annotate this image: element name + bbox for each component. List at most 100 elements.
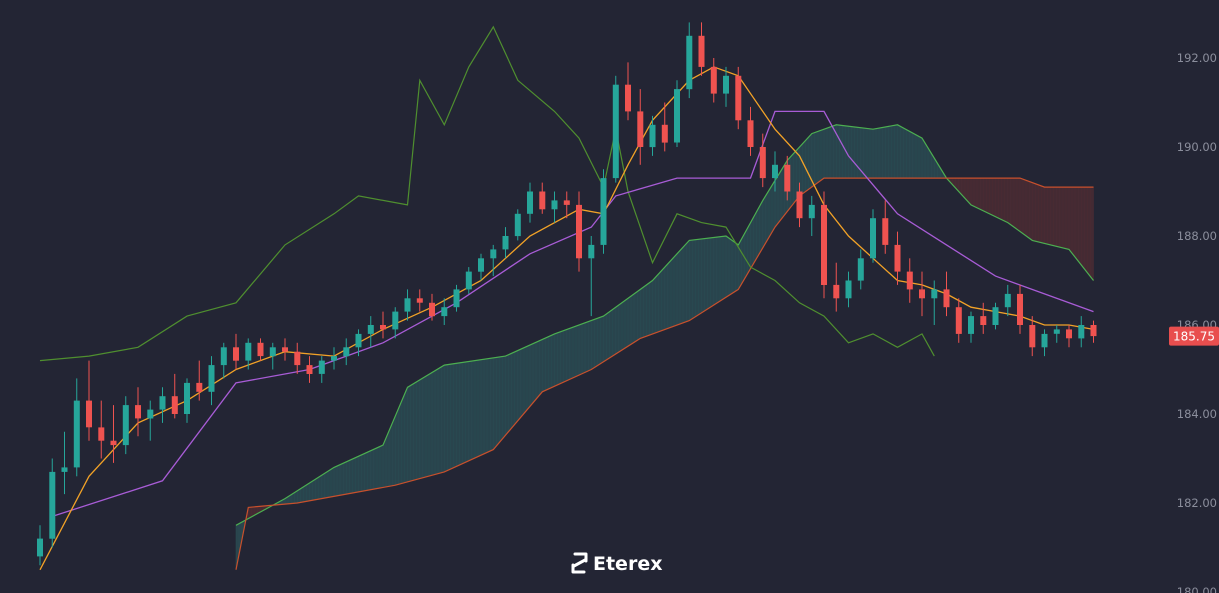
- candle-body: [735, 75, 742, 121]
- cloud-segment: [1090, 186, 1094, 282]
- cloud-segment: [1019, 177, 1024, 235]
- candle: [857, 249, 864, 290]
- cloud-segment: [1050, 186, 1054, 246]
- last-price-tag: 185.75: [1169, 326, 1219, 346]
- candle: [465, 267, 472, 294]
- candle-body: [931, 289, 938, 299]
- candle: [392, 307, 399, 339]
- candle: [955, 298, 962, 343]
- cloud-segment: [1010, 177, 1015, 228]
- candle-body: [1029, 325, 1036, 348]
- cloud-segment: [701, 238, 705, 314]
- candle: [294, 342, 301, 374]
- candle: [588, 236, 595, 317]
- candle-body: [1004, 293, 1011, 308]
- candle: [61, 431, 68, 495]
- cloud-segment: [1047, 186, 1051, 246]
- candle: [759, 133, 766, 188]
- cloud-segment: [1062, 186, 1067, 249]
- candle: [808, 195, 815, 236]
- candle: [919, 271, 925, 317]
- cloud-segment: [829, 125, 834, 179]
- cloud-segment: [578, 323, 583, 376]
- cloud-segment: [973, 177, 978, 209]
- senkou-span-a-line: [235, 124, 1094, 526]
- cloud-segment: [848, 125, 852, 179]
- candle-body: [478, 258, 484, 272]
- cloud-segment: [397, 401, 402, 485]
- cloud-segment: [303, 484, 307, 503]
- cloud-segment: [982, 177, 987, 213]
- candle-body: [637, 111, 644, 147]
- last-price-tag-background: [1169, 326, 1219, 346]
- candle-body: [796, 191, 803, 219]
- cloud-segment: [529, 343, 534, 408]
- candle-body: [416, 298, 423, 303]
- cloud-segment: [713, 236, 718, 306]
- cloud-segment: [863, 127, 868, 179]
- cloud-segment: [976, 177, 981, 210]
- cloud-segment: [597, 316, 601, 367]
- candle-body: [245, 342, 252, 361]
- cloud-segment: [906, 129, 911, 179]
- cloud-segment: [1068, 186, 1073, 255]
- cloud-segment: [872, 128, 877, 179]
- cloud-segment: [514, 350, 519, 426]
- candle: [612, 75, 619, 183]
- cloud-segment: [1035, 183, 1039, 243]
- cloud-segment: [823, 127, 828, 179]
- cloud-segment: [1004, 177, 1009, 224]
- cloud-segment: [336, 464, 341, 497]
- cloud-segment: [624, 297, 629, 349]
- cloud-segment: [352, 457, 356, 494]
- cloud-segment: [587, 320, 592, 372]
- cloud-segment: [695, 238, 699, 318]
- candle: [1053, 325, 1060, 343]
- candle: [478, 253, 484, 281]
- cloud-segment: [581, 322, 586, 375]
- candle-body: [527, 191, 533, 214]
- cloud-segment: [486, 358, 491, 453]
- senkou-span-b-line: [235, 177, 1094, 570]
- cloud-segment: [842, 125, 846, 179]
- cloud-segment: [1028, 181, 1033, 241]
- cloud-segment: [603, 313, 607, 363]
- cloud-segment: [456, 362, 460, 467]
- cloud-segment: [897, 124, 901, 179]
- cloud-segment: [793, 149, 797, 205]
- candle-body: [821, 204, 827, 285]
- cloud-segment: [667, 259, 672, 329]
- cloud-segment: [532, 341, 537, 404]
- price-axis[interactable]: 192.00190.00188.00186.00184.00182.00180.…: [1177, 51, 1217, 593]
- candle: [625, 62, 631, 121]
- cloud-segment: [404, 387, 408, 484]
- candle: [821, 191, 827, 299]
- cloud-segment: [401, 394, 405, 484]
- candle-body: [61, 467, 68, 472]
- candle: [196, 360, 203, 401]
- candle: [943, 271, 950, 317]
- cloud-segment: [355, 455, 359, 493]
- cloud-segment: [759, 199, 764, 255]
- candle: [367, 316, 374, 348]
- cloud-segment: [1007, 177, 1012, 226]
- candle-body: [980, 316, 987, 325]
- cloud-segment: [495, 356, 500, 447]
- candle-body: [698, 35, 705, 67]
- candle: [882, 200, 889, 254]
- cloud-segment: [814, 130, 819, 186]
- candle: [404, 289, 411, 321]
- candle: [980, 302, 987, 334]
- candle-body: [563, 200, 570, 205]
- candle-body: [49, 471, 56, 539]
- cloud-segment: [385, 430, 390, 488]
- cloud-segment: [315, 476, 320, 501]
- candle: [306, 356, 313, 383]
- cloud-segment: [1025, 179, 1030, 239]
- cloud-segment: [618, 302, 623, 353]
- cloud-segment: [422, 375, 427, 479]
- cloud-segment: [541, 337, 546, 393]
- cloud-segment: [560, 330, 565, 384]
- candle: [1078, 316, 1085, 348]
- cloud-segment: [838, 124, 843, 179]
